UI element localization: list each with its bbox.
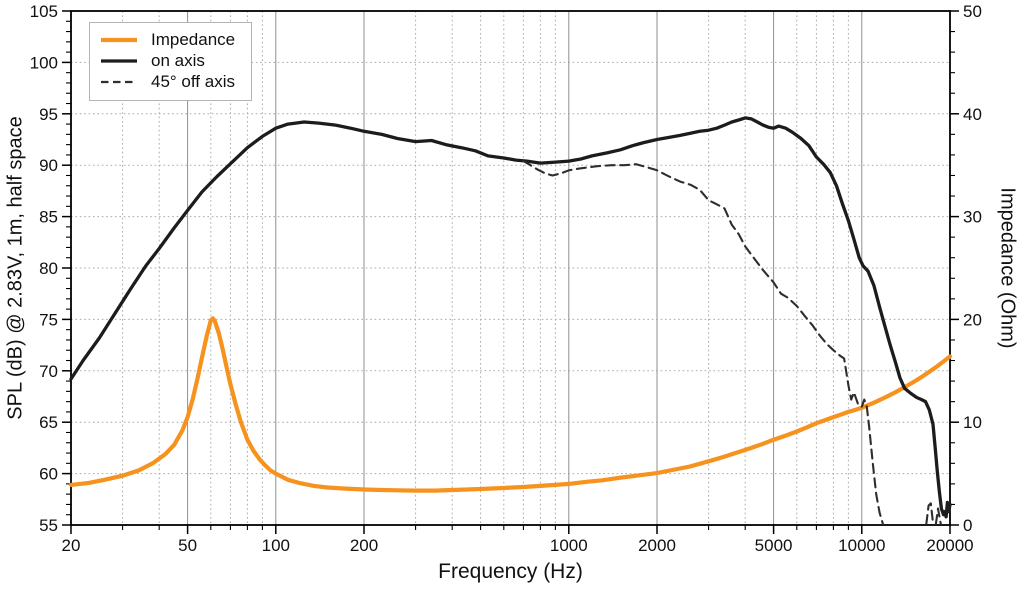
- y-left-tick-label: 75: [39, 310, 58, 329]
- x-tick-label: 2000: [638, 536, 676, 555]
- y-left-tick-label: 85: [39, 208, 58, 227]
- x-tick-label: 1000: [550, 536, 588, 555]
- x-tick-label: 200: [350, 536, 378, 555]
- legend-label-impedance: Impedance: [151, 30, 236, 49]
- legend-label-on-axis: on axis: [151, 51, 205, 70]
- legend-item-off-axis: 45° off axis: [100, 71, 235, 92]
- y-left-tick-label: 65: [39, 413, 58, 432]
- off-axis-dashed-line-icon: [101, 80, 137, 83]
- x-tick-label: 100: [262, 536, 290, 555]
- series-45-off-axis: [522, 160, 884, 526]
- y-left-tick-label: 105: [30, 2, 58, 21]
- series-impedance: [68, 316, 953, 493]
- y-left-tick-label: 90: [39, 156, 58, 175]
- x-tick-label: 20: [62, 536, 81, 555]
- y-right-tick-label: 10: [963, 413, 982, 432]
- y-axis-right-title: Impedance (Ohm): [996, 187, 1019, 349]
- y-right-tick-label: 50: [963, 2, 982, 21]
- y-left-tick-label: 80: [39, 259, 58, 278]
- x-tick-label: 10000: [838, 536, 885, 555]
- series-45-off-axis: [934, 507, 942, 526]
- y-left-tick-label: 70: [39, 362, 58, 381]
- chart-legend: Impedance on axis 45° off axis: [89, 22, 253, 101]
- series-on-axis: [69, 116, 952, 519]
- x-tick-label: 20000: [926, 536, 973, 555]
- x-axis-title: Frequency (Hz): [438, 560, 583, 583]
- y-left-tick-label: 95: [39, 105, 58, 124]
- y-left-tick-label: 55: [39, 516, 58, 535]
- y-right-tick-label: 30: [963, 208, 982, 227]
- y-axis-left-title: SPL (dB) @ 2.83V, 1m, half space: [4, 116, 27, 420]
- x-tick-label: 5000: [755, 536, 793, 555]
- legend-item-on-axis: on axis: [100, 50, 235, 71]
- y-right-tick-label: 20: [963, 310, 982, 329]
- y-left-tick-label: 100: [30, 53, 58, 72]
- y-right-tick-label: 0: [963, 516, 972, 535]
- x-tick-label: 50: [178, 536, 197, 555]
- series-45-off-axis: [925, 502, 935, 526]
- impedance-line-icon: [101, 37, 137, 42]
- y-right-tick-label: 40: [963, 105, 982, 124]
- on-axis-line-icon: [101, 58, 137, 63]
- legend-label-off-axis: 45° off axis: [151, 72, 235, 91]
- legend-item-impedance: Impedance: [100, 29, 235, 50]
- y-left-tick-label: 60: [39, 465, 58, 484]
